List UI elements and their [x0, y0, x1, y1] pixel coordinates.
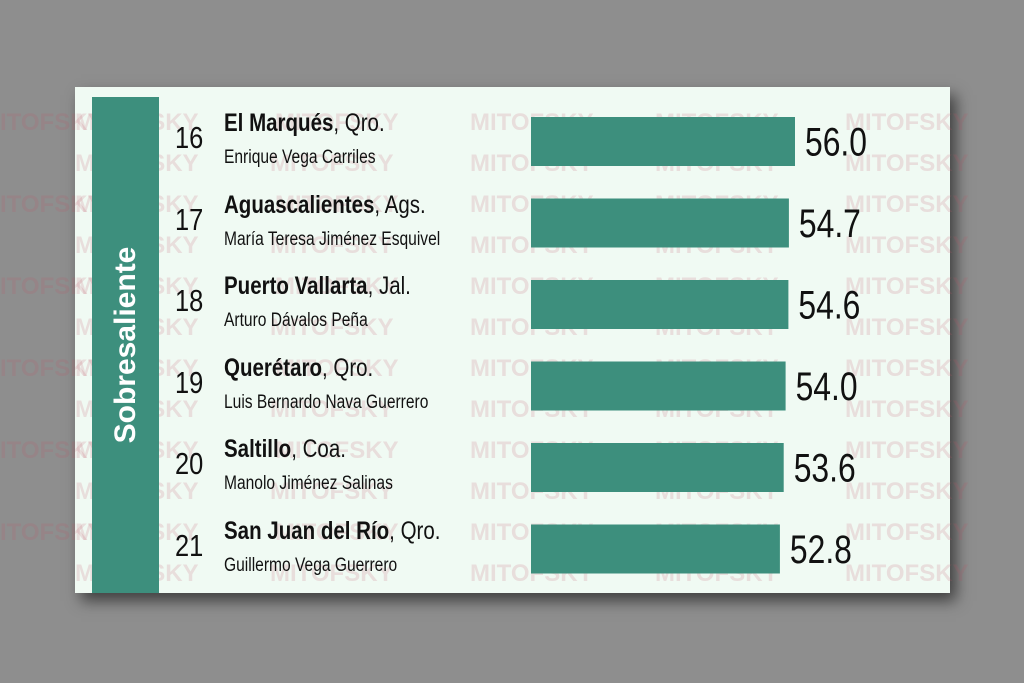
municipality-label: El Marqués, Qro. — [224, 109, 385, 138]
municipality-name: Saltillo — [224, 435, 292, 463]
mayor-name: Manolo Jiménez Salinas — [224, 473, 393, 494]
chart-card: MITOFSKYMITOFSKYMITOFSKYMITOFSKYMITOFSKY… — [0, 87, 969, 593]
rank-number: 20 — [175, 446, 204, 481]
rank-number: 17 — [175, 201, 204, 237]
state-abbreviation: Qro. — [344, 109, 385, 137]
municipality-label: Querétaro, Qro. — [224, 354, 373, 383]
value-label-17: 54.7 — [799, 202, 861, 246]
bar-19 — [531, 361, 786, 411]
name-separator: , — [321, 353, 334, 382]
value-label-16: 56.0 — [805, 121, 867, 165]
municipality-name: Aguascalientes — [224, 190, 375, 219]
municipality-name: Querétaro — [224, 353, 322, 382]
rank-number: 21 — [175, 527, 204, 563]
bar-16 — [531, 117, 795, 166]
bar-17 — [531, 198, 789, 248]
bar-18 — [531, 280, 789, 329]
municipality-label: Aguascalientes, Ags. — [224, 191, 426, 220]
rank-number: 16 — [175, 120, 204, 155]
mayor-name: Enrique Vega Carriles — [224, 147, 376, 168]
state-abbreviation: Ags. — [384, 190, 426, 219]
state-abbreviation: Jal. — [378, 272, 411, 300]
municipality-label: San Juan del Río, Qro. — [224, 517, 440, 546]
name-separator: , — [333, 109, 345, 137]
municipality-name: El Marqués — [224, 109, 334, 137]
state-abbreviation: Qro. — [400, 516, 441, 545]
rank-number: 19 — [175, 364, 204, 400]
municipality-label: Puerto Vallarta, Jal. — [224, 272, 411, 301]
value-label-19: 54.0 — [796, 365, 858, 409]
value-label-21: 52.8 — [790, 528, 852, 572]
state-abbreviation: Qro. — [333, 353, 374, 382]
mayor-name: Guillermo Vega Guerrero — [224, 554, 398, 576]
state-abbreviation: Coa. — [302, 435, 346, 463]
name-separator: , — [291, 435, 303, 463]
name-separator: , — [374, 190, 385, 219]
bar-20 — [531, 443, 784, 492]
value-label-20: 53.6 — [794, 447, 856, 491]
name-separator: , — [389, 516, 401, 545]
name-separator: , — [367, 272, 379, 300]
bars-plot: 56.0 54.7 54.6 54.0 53.6 52.8 — [531, 117, 867, 574]
mayor-name: Arturo Dávalos Peña — [224, 310, 368, 331]
chart-panel: MITOFSKYMITOFSKYMITOFSKYMITOFSKYMITOFSKY… — [0, 87, 969, 593]
mayor-name: Luis Bernardo Nava Guerrero — [224, 391, 429, 413]
municipality-name: Puerto Vallarta — [224, 272, 368, 300]
mayor-name: María Teresa Jiménez Esquivel — [224, 228, 441, 250]
rank-number: 18 — [175, 283, 204, 318]
municipality-label: Saltillo, Coa. — [224, 435, 346, 464]
bar-21 — [531, 524, 780, 574]
value-label-18: 54.6 — [798, 284, 860, 328]
category-sidebar: Sobresaliente — [92, 97, 159, 593]
municipality-name: San Juan del Río — [224, 516, 390, 545]
